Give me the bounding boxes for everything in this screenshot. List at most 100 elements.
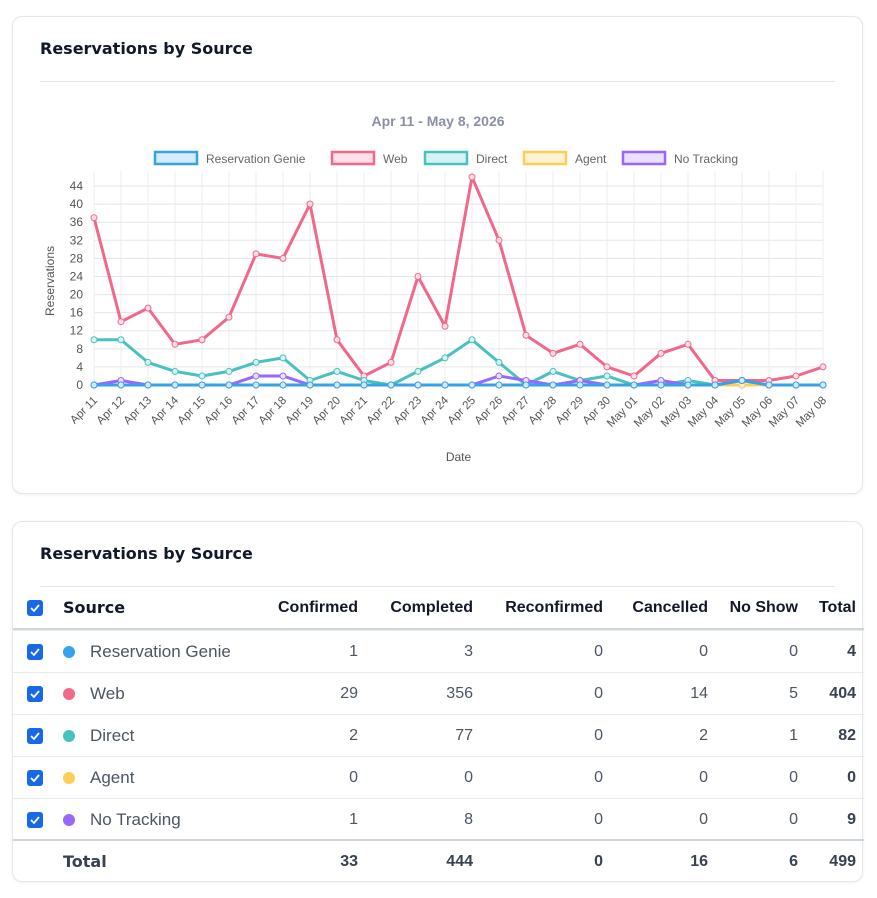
- source-label: No Tracking: [90, 810, 181, 829]
- data-point: [819, 363, 827, 371]
- data-point: [90, 381, 98, 389]
- x-tick-label: Apr 20: [311, 395, 343, 427]
- data-point: [144, 381, 152, 389]
- cell-total: 9: [847, 811, 856, 828]
- data-point: [414, 367, 422, 375]
- cell-total: 404: [829, 685, 856, 702]
- x-tick-label: Apr 26: [473, 395, 505, 427]
- total-total: 499: [829, 853, 856, 870]
- data-point: [495, 381, 503, 389]
- x-tick-label: Apr 16: [203, 395, 235, 427]
- x-axis-label: Date: [446, 450, 472, 464]
- table-row: Web 29 356 0 14 5 404: [13, 672, 864, 714]
- x-tick-label: Apr 17: [230, 395, 262, 427]
- check-icon: [30, 732, 40, 740]
- table-row: Reservation Genie 1 3 0 0 0 4: [13, 630, 864, 672]
- data-point: [603, 363, 611, 371]
- data-point: [522, 381, 530, 389]
- data-point: [495, 236, 503, 244]
- data-point: [441, 381, 449, 389]
- y-tick-label: 8: [76, 342, 83, 356]
- row-checkbox[interactable]: [27, 812, 43, 828]
- data-point: [414, 381, 422, 389]
- y-tick-label: 44: [70, 179, 84, 193]
- data-point: [387, 381, 395, 389]
- table-row: Agent 0 0 0 0 0 0: [13, 756, 864, 798]
- x-tick-label: Apr 23: [392, 395, 424, 427]
- header-source[interactable]: Source: [63, 598, 126, 617]
- data-point: [306, 381, 314, 389]
- x-tick-label: Apr 14: [149, 394, 182, 427]
- cell-reconfirmed: 0: [594, 769, 603, 786]
- cell-reconfirmed: 0: [594, 643, 603, 660]
- data-point: [630, 372, 638, 380]
- legend-label-web: Web: [383, 152, 408, 166]
- data-point: [279, 354, 287, 362]
- x-tick-label: Apr 22: [365, 395, 397, 427]
- chart-legend: Reservation Genie Web Direct Agent No Tracki…: [153, 150, 738, 166]
- x-tick-label: Apr 11: [68, 395, 100, 427]
- data-point: [738, 376, 746, 384]
- header-reconfirmed[interactable]: Reconfirmed: [505, 599, 603, 616]
- cell-completed: 8: [464, 811, 473, 828]
- table-card-divider: [40, 586, 835, 587]
- row-checkbox[interactable]: [27, 728, 43, 744]
- source-label: Reservation Genie: [90, 642, 231, 661]
- header-confirmed[interactable]: Confirmed: [278, 599, 358, 616]
- data-point: [144, 304, 152, 312]
- check-icon: [30, 604, 40, 612]
- data-point: [603, 381, 611, 389]
- data-point: [549, 381, 557, 389]
- x-tick-label: Apr 18: [257, 395, 289, 427]
- data-point: [711, 381, 719, 389]
- cell-no-show: 0: [789, 811, 798, 828]
- header-cancelled[interactable]: Cancelled: [632, 599, 708, 616]
- legend-swatch-no-tracking: [621, 150, 667, 166]
- header-no-show[interactable]: No Show: [729, 599, 798, 616]
- legend-swatch-web: [330, 150, 376, 166]
- data-point: [90, 214, 98, 222]
- data-point: [252, 381, 260, 389]
- row-checkbox[interactable]: [27, 644, 43, 660]
- cell-total: 4: [847, 643, 856, 660]
- data-point: [144, 358, 152, 366]
- data-point: [171, 381, 179, 389]
- check-icon: [30, 648, 40, 656]
- chart-card: Reservations by Source Apr 11 - May 8, 2…: [12, 16, 863, 494]
- cell-completed: 3: [464, 643, 473, 660]
- data-point: [630, 381, 638, 389]
- data-point: [198, 381, 206, 389]
- total-reconfirmed: 0: [594, 853, 603, 870]
- source-color-dot: [63, 688, 75, 700]
- cell-cancelled: 0: [699, 769, 708, 786]
- data-point: [279, 254, 287, 262]
- cell-cancelled: 2: [699, 727, 708, 744]
- cell-reconfirmed: 0: [594, 727, 603, 744]
- reservations-line-chart: Apr 11 - May 8, 2026 Reservation Genie Web…: [43, 113, 829, 464]
- data-point: [225, 367, 233, 375]
- y-tick-label: 4: [76, 360, 83, 374]
- x-tick-label: Apr 19: [284, 395, 316, 427]
- x-tick-label: Apr 24: [419, 394, 452, 427]
- table-header-row: Source Confirmed Completed Reconfirmed C…: [13, 587, 864, 630]
- cell-no-show: 0: [789, 643, 798, 660]
- table-row: No Tracking 1 8 0 0 0 9: [13, 798, 864, 840]
- x-tick-label: May 08: [794, 395, 829, 430]
- row-checkbox[interactable]: [27, 686, 43, 702]
- header-total[interactable]: Total: [818, 599, 856, 616]
- y-tick-label: 36: [70, 215, 84, 229]
- data-point: [279, 372, 287, 380]
- data-point: [576, 381, 584, 389]
- header-completed[interactable]: Completed: [390, 599, 473, 616]
- row-checkbox[interactable]: [27, 770, 43, 786]
- x-tick-label: Apr 28: [527, 395, 559, 427]
- series-line: [92, 175, 824, 382]
- data-point: [522, 331, 530, 339]
- check-icon: [30, 816, 40, 824]
- data-point: [819, 381, 827, 389]
- select-all-checkbox[interactable]: [27, 600, 43, 616]
- data-point: [684, 381, 692, 389]
- data-point: [684, 340, 692, 348]
- cell-reconfirmed: 0: [594, 685, 603, 702]
- series-web: [90, 173, 827, 384]
